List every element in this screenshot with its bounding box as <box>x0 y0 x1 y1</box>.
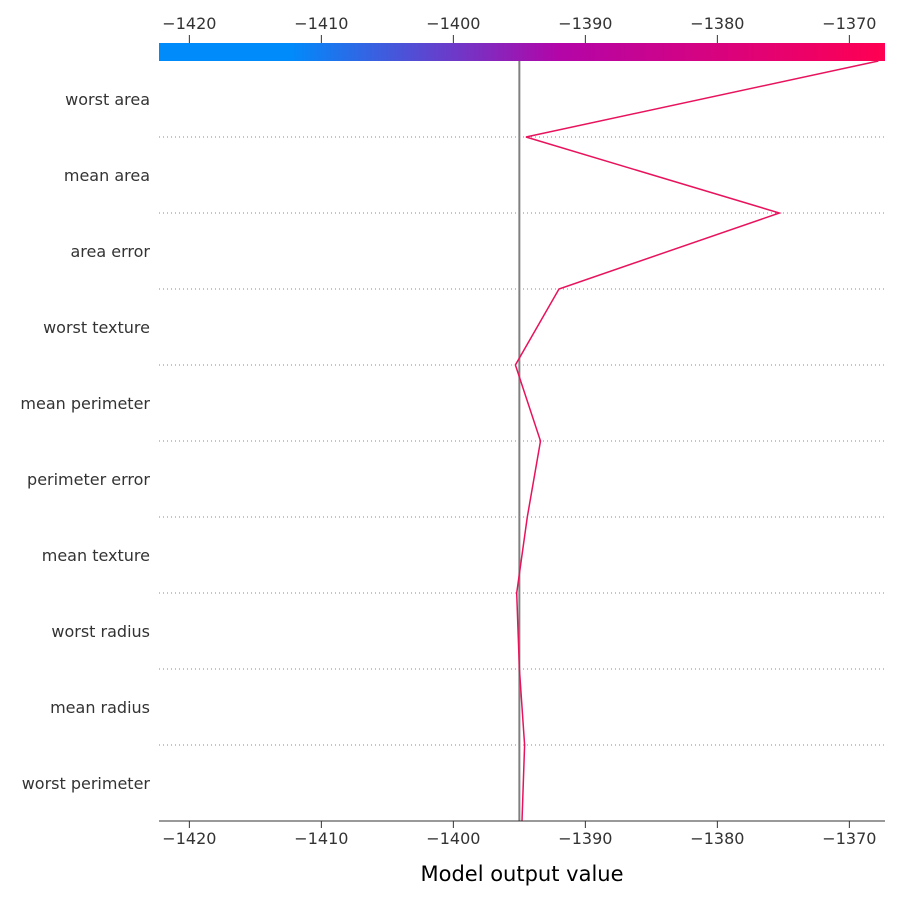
bottom-tick-label: −1370 <box>822 829 876 848</box>
top-axis: −1420 −1410 −1400 −1390 −1380 −1370 <box>162 14 876 43</box>
grid-lines <box>159 136 885 746</box>
feature-label: perimeter error <box>27 470 150 489</box>
feature-label: worst area <box>65 90 150 109</box>
bottom-tick-label: −1380 <box>690 829 744 848</box>
bottom-tick-label: −1390 <box>558 829 612 848</box>
x-axis-label: Model output value <box>420 862 623 886</box>
bottom-tick-label: −1420 <box>162 829 216 848</box>
top-tick-label: −1390 <box>558 14 612 33</box>
feature-label: mean radius <box>50 698 150 717</box>
bottom-axis: −1420 −1410 −1400 −1390 −1380 −1370 <box>162 821 876 848</box>
feature-label: mean perimeter <box>20 394 150 413</box>
decision-path-line <box>514 60 879 822</box>
top-tick-label: −1400 <box>426 14 480 33</box>
bottom-tick-label: −1410 <box>294 829 348 848</box>
feature-label: mean area <box>64 166 150 185</box>
top-tick-label: −1370 <box>822 14 876 33</box>
feature-label: mean texture <box>42 546 150 565</box>
feature-labels: worst area mean area area error worst textu… <box>20 90 150 793</box>
top-tick-label: −1420 <box>162 14 216 33</box>
feature-label: worst radius <box>51 622 150 641</box>
colorbar <box>159 43 885 61</box>
feature-label: worst texture <box>43 318 150 337</box>
top-tick-label: −1410 <box>294 14 348 33</box>
top-tick-label: −1380 <box>690 14 744 33</box>
bottom-tick-label: −1400 <box>426 829 480 848</box>
feature-label: worst perimeter <box>22 774 151 793</box>
feature-label: area error <box>71 242 151 261</box>
